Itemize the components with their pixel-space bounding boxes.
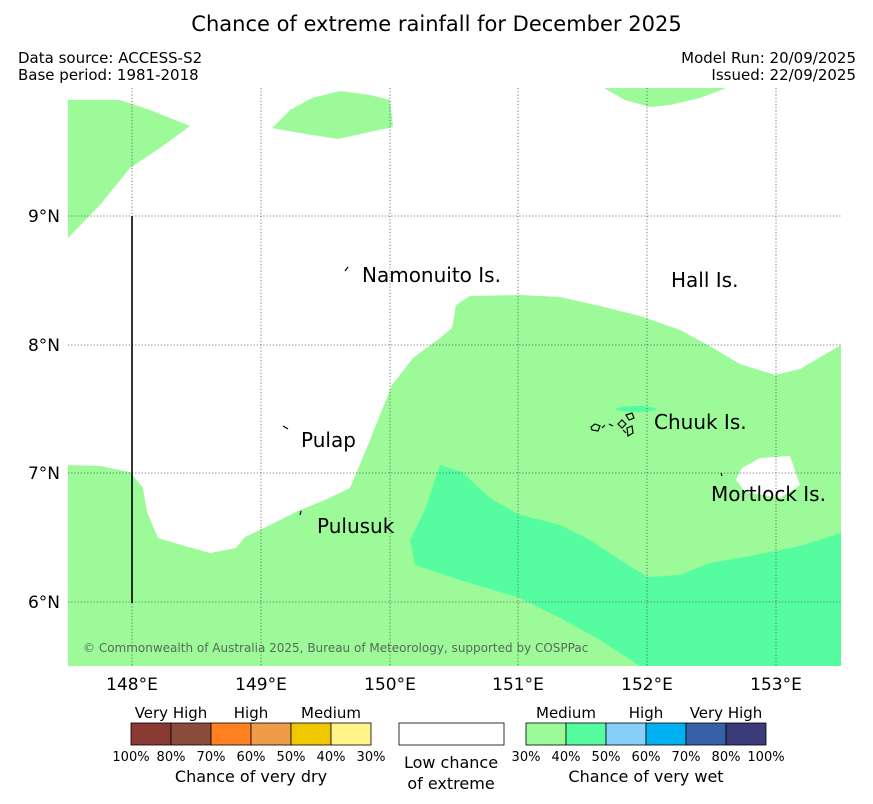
lon-tick-0: 148°E [106, 675, 158, 695]
lon-tick-labels: 148°E 149°E 150°E 151°E 152°E 153°E [106, 675, 802, 695]
legend-wet-pct: 30% [512, 750, 541, 765]
legend-wet-swatch [645, 722, 687, 746]
label-pulusuk: Pulusuk [317, 514, 395, 538]
legend-dry-swatch [330, 722, 372, 746]
legend-dry-pct: 100% [112, 750, 149, 765]
legend-wet-label-high: High [629, 704, 663, 722]
legend-dry: Very High High Medium 100% 80% 70% 60% 5… [112, 704, 385, 786]
legend-wet-label-medium: Medium [536, 704, 596, 722]
legend-wet-swatch [565, 722, 607, 746]
label-namonuito: Namonuito Is. [362, 263, 501, 287]
legend-dry-swatch [290, 722, 332, 746]
legend-dry-swatch [170, 722, 212, 746]
lat-tick-1: 8°N [28, 336, 60, 356]
legend-dry-label-very-high: Very High [135, 704, 208, 722]
model-run: Model Run: 20/09/2025 [681, 49, 856, 67]
legend-wet: Medium High Very High 30% 40% 50% 60% 70… [512, 704, 785, 786]
legend-wet-swatch [725, 722, 767, 746]
island-pulap [282, 425, 289, 430]
lon-tick-1: 149°E [235, 675, 287, 695]
lat-tick-2: 7°N [28, 464, 60, 484]
legend-dry-label-high: High [234, 704, 268, 722]
legend-dry-swatch [130, 722, 172, 746]
lon-tick-2: 150°E [364, 675, 416, 695]
legend-dry-swatch [250, 722, 292, 746]
legend-wet-swatch [685, 722, 727, 746]
islands [282, 266, 723, 516]
legend-neutral: Low chance of extreme [398, 722, 505, 793]
legend-neutral-line2: of extreme [407, 774, 494, 793]
island-chuuk-lagoon [590, 412, 635, 437]
lon-tick-5: 153°E [750, 675, 802, 695]
legend-dry-caption: Chance of very dry [175, 767, 327, 786]
chart-title: Chance of extreme rainfall for December … [191, 12, 682, 36]
data-source: Data source: ACCESS-S2 [18, 49, 203, 67]
gridlines [68, 88, 841, 666]
wet-30-region-nw [68, 100, 190, 238]
map-area [68, 88, 841, 666]
meta-left: Data source: ACCESS-S2 Base period: 1981… [18, 50, 202, 84]
wet-40-region [410, 465, 841, 666]
legend-dry-pct: 80% [157, 750, 186, 765]
island-namonuito [344, 266, 349, 272]
legend-neutral-line1: Low chance [404, 753, 498, 772]
wet-30-region-n [272, 91, 393, 139]
lat-tick-3: 6°N [28, 593, 60, 613]
legend-dry-pct: 30% [357, 750, 386, 765]
legend-dry-swatch [210, 722, 252, 746]
meta-right: Model Run: 20/09/2025 Issued: 22/09/2025 [681, 50, 856, 84]
legend-neutral-swatch [398, 722, 505, 746]
label-mortlock: Mortlock Is. [711, 482, 826, 506]
legend-wet-pct: 100% [747, 750, 784, 765]
lon-tick-3: 151°E [492, 675, 544, 695]
island-mortlock [720, 472, 723, 477]
island-pulusuk [299, 510, 302, 516]
legend-wet-pct: 70% [672, 750, 701, 765]
legend-wet-pct: 40% [552, 750, 581, 765]
label-hall: Hall Is. [671, 268, 738, 292]
legend-wet-pct: 60% [632, 750, 661, 765]
legend-dry-pct: 50% [277, 750, 306, 765]
legend-wet-caption: Chance of very wet [568, 767, 723, 786]
legend-wet-swatch [525, 722, 567, 746]
lon-tick-4: 152°E [621, 675, 673, 695]
issued-date: Issued: 22/09/2025 [711, 66, 856, 84]
legend-wet-swatch [605, 722, 647, 746]
legend-wet-pct: 50% [592, 750, 621, 765]
place-labels: Namonuito Is. Hall Is. Pulap Chuuk Is. M… [301, 263, 826, 538]
low-chance-hole [736, 456, 800, 498]
lat-tick-0: 9°N [28, 207, 60, 227]
lat-tick-labels: 9°N 8°N 7°N 6°N [28, 207, 60, 613]
legend-dry-pct: 60% [237, 750, 266, 765]
label-pulap: Pulap [301, 428, 356, 452]
legend-dry-pct: 70% [197, 750, 226, 765]
legend-wet-pct: 80% [712, 750, 741, 765]
copyright-text: © Commonwealth of Australia 2025, Bureau… [83, 641, 588, 655]
label-chuuk: Chuuk Is. [654, 410, 747, 434]
legend-wet-label-very-high: Very High [690, 704, 763, 722]
base-period: Base period: 1981-2018 [18, 66, 199, 84]
wet-30-region-ne [604, 88, 726, 107]
wet-40-patch-chuuk [616, 406, 656, 412]
legend-dry-label-medium: Medium [301, 704, 361, 722]
legend-dry-pct: 40% [317, 750, 346, 765]
